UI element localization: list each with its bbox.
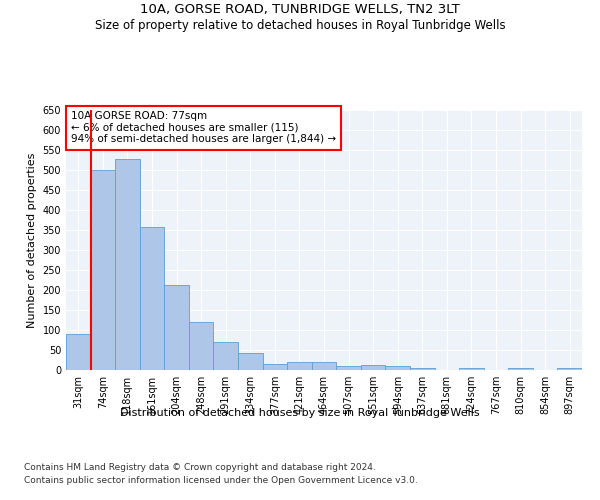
Bar <box>140 227 164 370</box>
Text: Distribution of detached houses by size in Royal Tunbridge Wells: Distribution of detached houses by size … <box>120 408 480 418</box>
Text: 10A, GORSE ROAD, TUNBRIDGE WELLS, TN2 3LT: 10A, GORSE ROAD, TUNBRIDGE WELLS, TN2 3L… <box>140 2 460 16</box>
Bar <box>238 353 263 370</box>
Bar <box>385 366 410 370</box>
Bar <box>214 342 238 370</box>
Bar <box>557 368 582 370</box>
Text: Size of property relative to detached houses in Royal Tunbridge Wells: Size of property relative to detached ho… <box>95 18 505 32</box>
Bar <box>361 365 385 370</box>
Bar <box>115 159 140 370</box>
Bar <box>189 322 214 370</box>
Bar <box>312 362 336 370</box>
Bar <box>410 368 434 370</box>
Bar <box>336 366 361 370</box>
Bar <box>91 170 115 370</box>
Bar <box>164 285 189 370</box>
Text: Contains HM Land Registry data © Crown copyright and database right 2024.: Contains HM Land Registry data © Crown c… <box>24 462 376 471</box>
Bar <box>508 368 533 370</box>
Bar <box>287 362 312 370</box>
Bar <box>263 364 287 370</box>
Bar <box>66 334 91 370</box>
Bar <box>459 368 484 370</box>
Y-axis label: Number of detached properties: Number of detached properties <box>27 152 37 328</box>
Text: Contains public sector information licensed under the Open Government Licence v3: Contains public sector information licen… <box>24 476 418 485</box>
Text: 10A GORSE ROAD: 77sqm
← 6% of detached houses are smaller (115)
94% of semi-deta: 10A GORSE ROAD: 77sqm ← 6% of detached h… <box>71 112 336 144</box>
